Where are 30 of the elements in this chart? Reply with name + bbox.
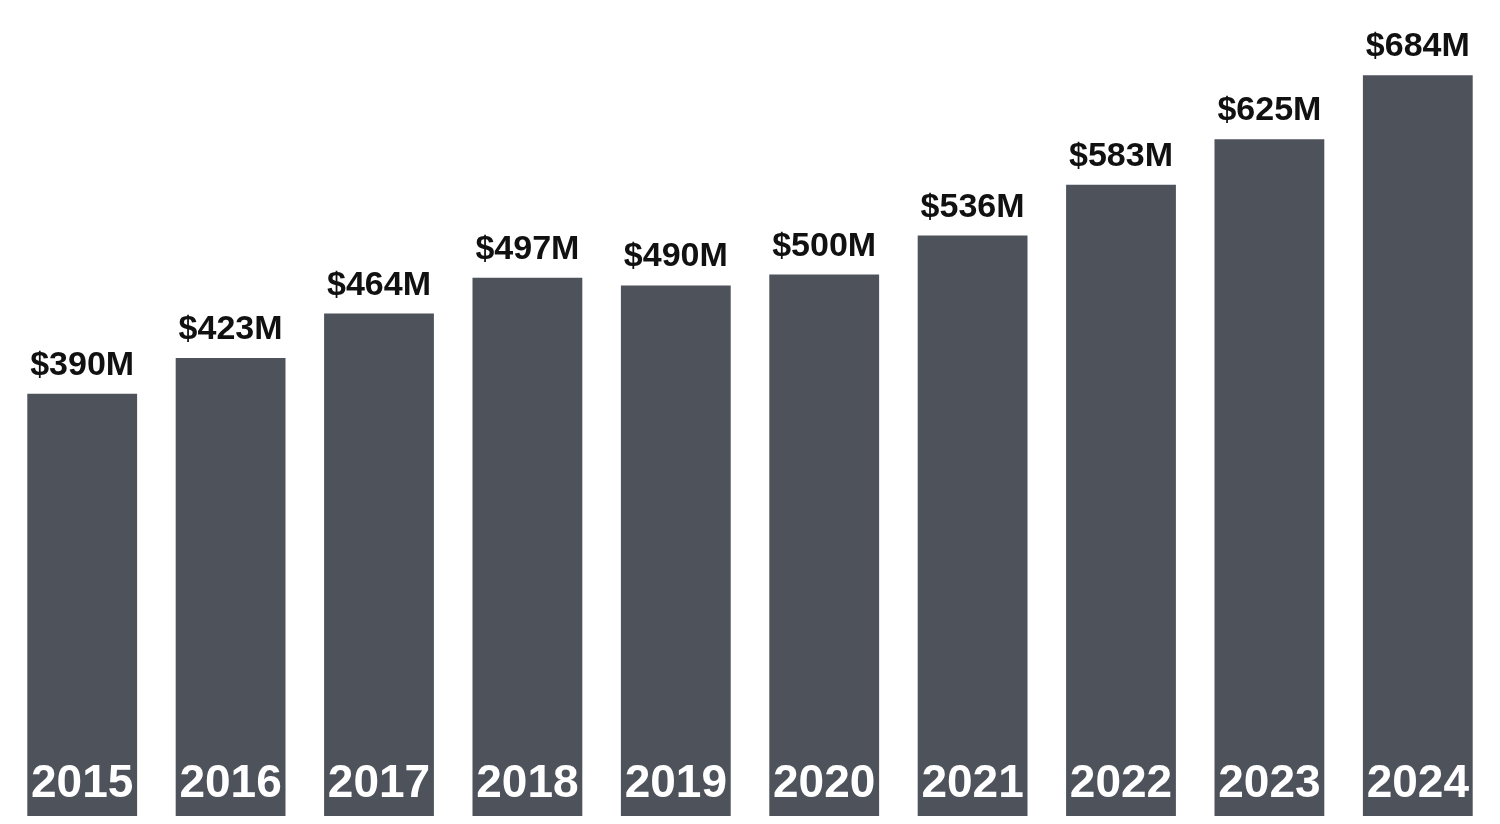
x-tick-label: 2019: [624, 755, 727, 807]
x-tick-label: 2018: [476, 755, 579, 807]
data-label: $536M: [920, 185, 1025, 224]
data-label: $625M: [1217, 89, 1322, 128]
bar: [175, 357, 286, 816]
bar: [1066, 184, 1176, 816]
data-label: $684M: [1365, 25, 1470, 64]
bar: [1214, 139, 1325, 816]
data-label: $583M: [1069, 134, 1173, 173]
x-tick-label: 2020: [773, 755, 876, 807]
x-tick-label: 2017: [327, 755, 431, 807]
bar: [769, 274, 880, 816]
data-label: $423M: [178, 307, 283, 346]
data-label: $464M: [327, 263, 431, 302]
data-label: $490M: [623, 235, 728, 274]
bar: [324, 313, 434, 816]
x-tick-label: 2024: [1366, 755, 1470, 807]
x-tick-label: 2022: [1069, 755, 1173, 807]
bar: [620, 285, 731, 816]
bar: [27, 393, 138, 816]
x-tick-label: 2021: [921, 755, 1024, 807]
x-tick-label: 2015: [31, 755, 134, 807]
x-tick-label: 2016: [179, 755, 282, 807]
x-tick-label: 2023: [1218, 755, 1321, 807]
bar: [1362, 75, 1473, 816]
bar: [917, 235, 1028, 816]
data-label: $390M: [30, 343, 135, 382]
data-label: $500M: [772, 224, 877, 263]
bar: [472, 277, 583, 816]
data-label: $497M: [475, 227, 580, 266]
